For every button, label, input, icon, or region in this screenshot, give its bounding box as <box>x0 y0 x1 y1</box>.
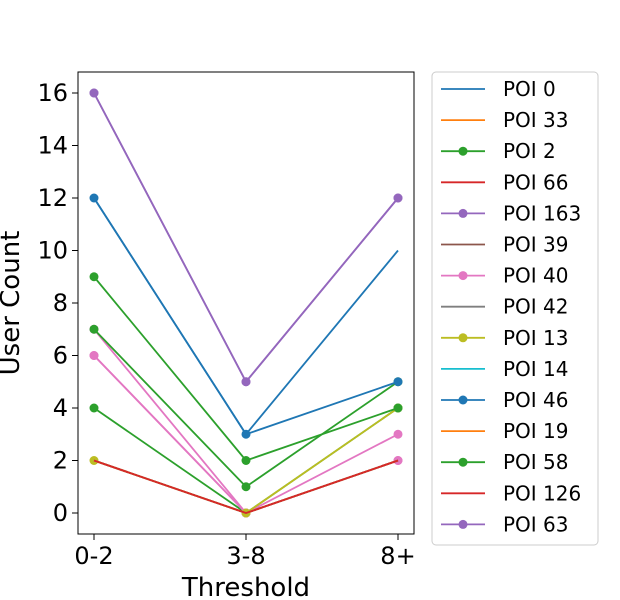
legend-marker-14 <box>458 519 468 529</box>
y-tick-label: 0 <box>53 499 68 527</box>
series-point-10 <box>89 193 99 203</box>
legend-label-6: POI 40 <box>503 264 569 288</box>
legend-label-7: POI 42 <box>503 295 569 319</box>
y-tick-label: 8 <box>53 289 68 317</box>
series-point-2 <box>89 324 99 334</box>
series-point-14 <box>241 377 251 387</box>
legend-label-14: POI 63 <box>503 512 569 536</box>
x-axis-label: Threshold <box>181 573 310 600</box>
series-point-12 <box>89 272 99 282</box>
legend-marker-2 <box>458 146 468 156</box>
series-line-14 <box>93 92 399 383</box>
legend-marker-4 <box>458 208 468 218</box>
legend-marker-6 <box>458 271 468 281</box>
legend-label-11: POI 19 <box>503 419 569 443</box>
y-tick-label: 6 <box>53 342 68 370</box>
y-axis-label: User Count <box>0 231 26 376</box>
legend-marker-10 <box>458 395 468 405</box>
legend-label-1: POI 33 <box>503 108 569 132</box>
y-tick-label: 16 <box>37 79 68 107</box>
series-point-6 <box>393 429 403 439</box>
legend-frame <box>431 71 599 546</box>
series-point-14 <box>89 88 99 98</box>
legend-label-2: POI 2 <box>503 139 556 163</box>
y-tick-label: 2 <box>53 447 68 475</box>
legend-label-13: POI 126 <box>503 481 581 505</box>
legend-label-3: POI 66 <box>503 170 569 194</box>
unlabeled-series-point-0 <box>89 403 99 413</box>
legend-label-10: POI 46 <box>503 388 569 412</box>
y-axis: 0 2 4 6 8 10 12 14 16 <box>37 79 78 527</box>
legend-label-9: POI 14 <box>503 357 569 381</box>
y-tick-label: 4 <box>53 394 68 422</box>
x-axis: 0-2 3-8 8+ <box>74 534 416 570</box>
legend-label-8: POI 13 <box>503 326 569 350</box>
series-point-2 <box>241 482 251 492</box>
legend-label-5: POI 39 <box>503 233 569 257</box>
series-line-13 <box>93 459 399 514</box>
series-point-12 <box>241 456 251 465</box>
legend-marker-12 <box>458 457 468 467</box>
series-line-0 <box>93 197 399 436</box>
legend: POI 0 POI 33 POI 2 POI 66 POI 163 POI 39 POI 4… <box>431 71 599 546</box>
legend-marker-8 <box>458 333 468 343</box>
series-point-14 <box>393 193 403 203</box>
series-line-10 <box>93 197 399 436</box>
x-tick-label: 0-2 <box>74 542 113 570</box>
series-point-12 <box>393 403 403 413</box>
legend-label-4: POI 163 <box>503 201 581 225</box>
plot-area <box>89 88 403 518</box>
series-point-6 <box>89 351 99 360</box>
x-tick-label: 8+ <box>380 542 415 570</box>
y-tick-label: 10 <box>37 237 68 265</box>
series-point-10 <box>241 429 251 439</box>
x-tick-label: 3-8 <box>226 542 265 570</box>
y-tick-label: 14 <box>37 132 68 160</box>
legend-label-0: POI 0 <box>503 77 556 101</box>
y-tick-label: 12 <box>37 184 68 212</box>
legend-label-12: POI 58 <box>503 450 569 474</box>
series-point-10 <box>393 377 403 387</box>
series-line-4 <box>93 92 399 383</box>
